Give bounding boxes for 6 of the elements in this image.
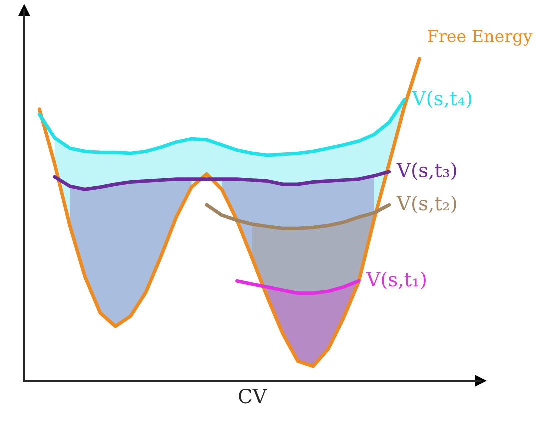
series-label: V(s,t₃) [396, 162, 456, 180]
series-label: V(s,t₂) [396, 196, 456, 214]
series-label: V(s,t₁) [366, 272, 426, 290]
x-axis-title: CV [239, 388, 268, 404]
series-label: V(s,t₄) [412, 90, 472, 108]
series-label: Free Energy [428, 30, 533, 46]
